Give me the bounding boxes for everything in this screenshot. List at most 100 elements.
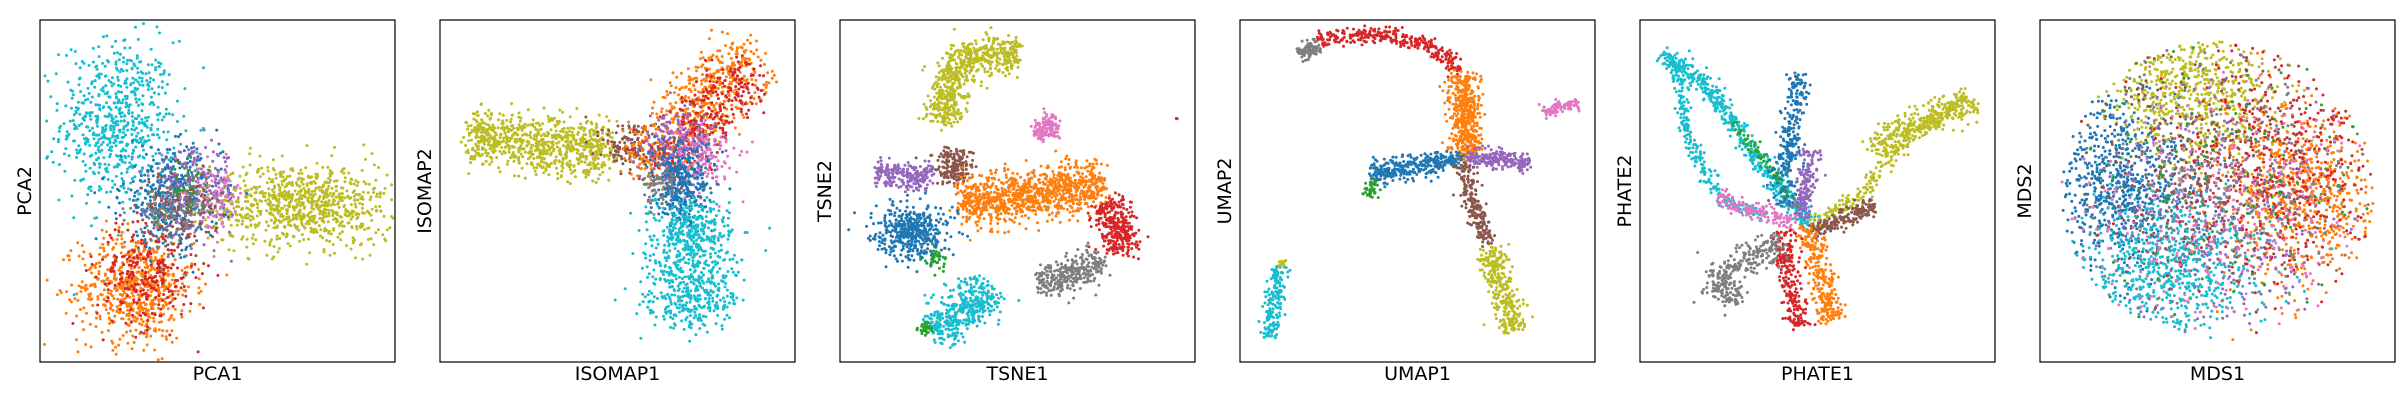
data-point xyxy=(153,256,157,260)
data-point xyxy=(156,105,160,109)
data-point xyxy=(350,212,354,216)
data-point xyxy=(208,189,212,193)
data-point xyxy=(162,289,166,293)
data-point xyxy=(480,128,484,132)
data-point xyxy=(369,195,373,199)
series-cyan-points xyxy=(43,22,205,297)
data-point xyxy=(569,163,573,167)
data-point xyxy=(624,159,628,163)
data-point xyxy=(189,223,193,227)
data-point xyxy=(317,197,321,201)
data-point xyxy=(164,203,168,207)
data-point xyxy=(167,232,171,236)
data-point xyxy=(145,322,149,326)
data-point xyxy=(642,153,646,157)
data-point xyxy=(672,91,676,95)
data-point xyxy=(158,151,162,155)
data-point xyxy=(101,128,105,132)
data-point xyxy=(185,145,189,149)
data-point xyxy=(63,169,67,173)
data-point xyxy=(274,176,278,180)
data-point xyxy=(175,184,178,188)
data-point xyxy=(611,131,614,135)
data-point xyxy=(147,163,151,167)
data-point xyxy=(590,137,594,141)
data-point xyxy=(557,134,561,138)
data-point xyxy=(286,175,289,179)
data-point xyxy=(366,191,370,195)
data-point xyxy=(649,78,653,82)
data-point xyxy=(58,289,62,292)
data-point xyxy=(332,228,335,232)
data-point xyxy=(172,207,176,211)
data-point xyxy=(272,255,276,259)
data-point xyxy=(221,178,225,182)
data-point xyxy=(189,302,193,306)
data-point xyxy=(167,284,171,288)
data-point xyxy=(202,170,206,174)
data-point xyxy=(298,208,302,212)
data-point xyxy=(587,162,591,166)
data-point xyxy=(257,209,261,213)
data-point xyxy=(746,38,750,42)
data-point xyxy=(143,241,146,244)
data-point xyxy=(488,147,492,151)
data-point xyxy=(190,211,193,215)
data-point xyxy=(161,167,164,171)
data-point xyxy=(546,140,550,144)
data-point xyxy=(154,66,158,69)
data-point xyxy=(331,243,335,246)
data-point xyxy=(121,179,125,183)
data-point xyxy=(102,246,106,250)
data-point xyxy=(156,189,160,193)
data-point xyxy=(95,67,99,71)
data-point xyxy=(374,178,378,182)
data-point xyxy=(624,151,628,155)
data-point xyxy=(323,229,326,233)
data-point xyxy=(79,308,82,311)
data-point xyxy=(541,142,545,146)
data-point xyxy=(71,93,75,97)
data-point xyxy=(596,143,600,147)
data-point xyxy=(46,79,50,83)
data-point xyxy=(712,103,716,107)
data-point xyxy=(176,158,180,162)
data-point xyxy=(298,196,302,200)
data-point xyxy=(122,211,126,215)
data-point xyxy=(301,203,305,206)
data-point xyxy=(197,286,201,290)
data-point xyxy=(161,299,165,302)
data-point xyxy=(326,165,330,169)
data-point xyxy=(578,152,582,156)
data-point xyxy=(141,155,145,159)
data-point xyxy=(166,207,170,211)
data-point xyxy=(179,184,182,188)
data-point xyxy=(171,152,175,156)
data-point xyxy=(165,221,168,225)
data-point xyxy=(166,130,170,134)
data-point xyxy=(467,133,471,137)
data-point xyxy=(154,187,158,191)
data-point xyxy=(709,55,713,59)
data-point xyxy=(73,50,77,53)
data-point xyxy=(64,147,68,151)
data-point xyxy=(196,350,200,354)
data-point xyxy=(476,114,480,118)
data-point xyxy=(151,154,155,158)
data-point xyxy=(140,117,144,121)
data-point xyxy=(100,293,104,297)
data-point xyxy=(191,163,195,167)
data-point xyxy=(543,134,547,138)
data-point xyxy=(65,130,69,134)
data-point xyxy=(639,167,643,171)
data-point xyxy=(772,73,776,77)
data-point xyxy=(701,56,705,60)
data-point xyxy=(200,221,203,225)
data-point xyxy=(109,269,113,273)
data-point xyxy=(108,155,112,159)
data-point xyxy=(157,288,161,292)
data-point xyxy=(310,175,314,179)
data-point xyxy=(84,343,88,346)
data-point xyxy=(145,297,149,301)
data-point xyxy=(157,294,161,298)
